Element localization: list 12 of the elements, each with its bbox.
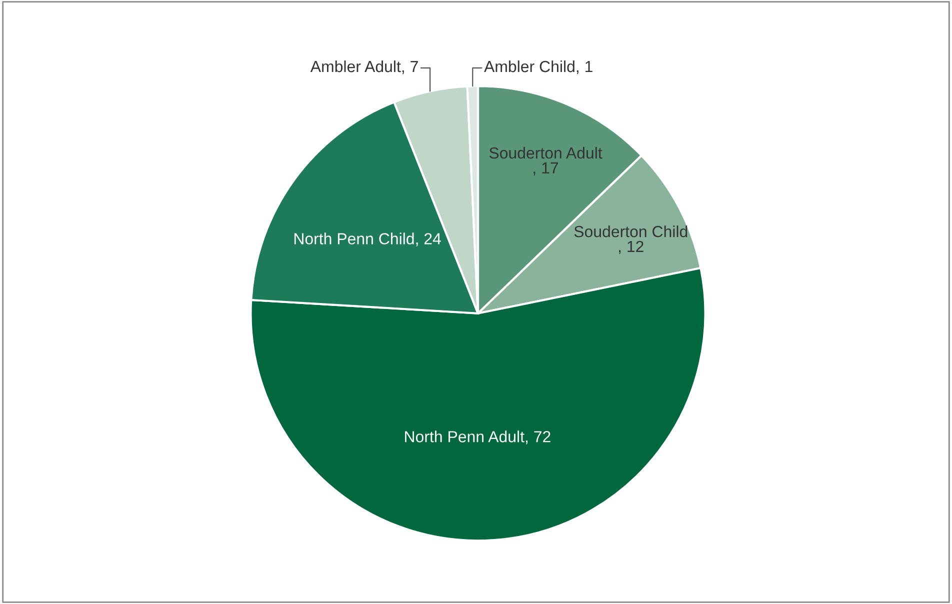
slice-label: Souderton Adult — [489, 146, 602, 159]
slice-label: Ambler Child — [484, 60, 574, 72]
data-label: , 12 — [618, 240, 644, 254]
data-label: , 72 — [526, 431, 550, 444]
slice-label: North Penn Child — [294, 232, 414, 244]
data-label: , 17 — [534, 162, 558, 176]
data-label: , 7 — [402, 61, 418, 74]
slice-label: North Penn Adult — [405, 430, 524, 442]
data-label: , 24 — [416, 233, 441, 246]
data-label: , 1 — [576, 61, 592, 74]
slice-label: Ambler Adult — [310, 60, 401, 72]
slice-label: Souderton Child — [574, 226, 688, 238]
